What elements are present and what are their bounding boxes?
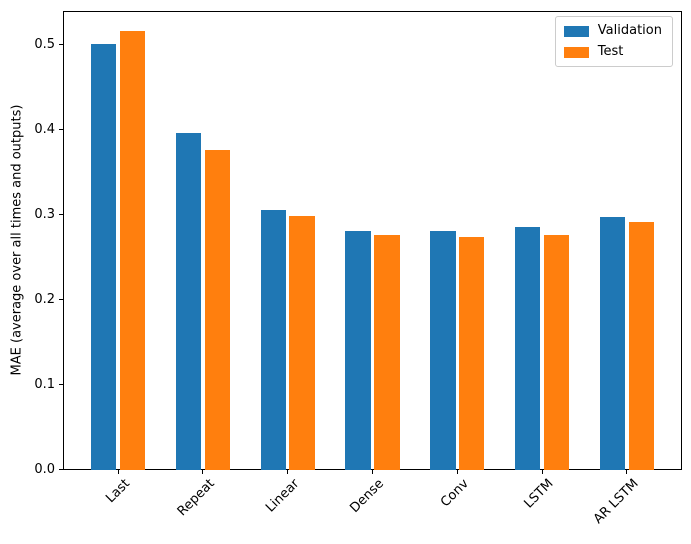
xtick-label-conv: Conv	[438, 476, 473, 511]
y-axis-label: MAE (average over all times and outputs)	[9, 104, 25, 376]
legend-entry-validation: Validation	[563, 23, 662, 39]
ytick-label-0.1: 0.1	[34, 377, 55, 392]
ytick-mark-0.5	[59, 44, 63, 45]
legend-label-test: Test	[597, 44, 624, 59]
bar-validation-dense	[345, 231, 371, 470]
bar-test-ar-lstm	[628, 221, 655, 470]
xtick-label-last: Last	[103, 476, 134, 507]
ytick-mark-0.2	[59, 299, 63, 300]
bar-validation-last	[90, 44, 117, 470]
ytick-label-0.4: 0.4	[34, 122, 55, 137]
plot-area	[63, 11, 682, 470]
bar-validation-linear	[260, 209, 286, 470]
xtick-mark-repeat	[202, 470, 204, 474]
bar-test-linear	[289, 215, 315, 470]
bar-test-repeat	[204, 149, 231, 470]
legend-label-validation: Validation	[597, 23, 662, 38]
ytick-label-0.3: 0.3	[34, 207, 55, 222]
xtick-mark-last	[117, 470, 119, 474]
xtick-label-ar-lstm: AR LSTM	[591, 476, 642, 528]
xtick-label-linear: Linear	[263, 476, 303, 516]
xtick-mark-linear	[287, 470, 289, 474]
ytick-label-0.0: 0.0	[34, 462, 55, 477]
xtick-mark-conv	[456, 470, 458, 474]
bar-validation-repeat	[175, 133, 202, 470]
ytick-mark-0.4	[59, 129, 63, 130]
xtick-mark-ar-lstm	[626, 470, 628, 474]
legend-entry-test: Test	[563, 44, 662, 60]
bar-test-dense	[374, 235, 400, 470]
ytick-label-0.2: 0.2	[34, 292, 55, 307]
ytick-mark-0.3	[59, 214, 63, 215]
legend: Validation Test	[554, 16, 673, 67]
xtick-label-lstm: LSTM	[521, 476, 557, 512]
ytick-mark-0.1	[59, 384, 63, 385]
xtick-label-repeat: Repeat	[174, 476, 218, 520]
ytick-mark-0.0	[59, 469, 63, 470]
bar-validation-lstm	[514, 226, 541, 470]
bar-validation-conv	[430, 231, 456, 470]
bar-test-conv	[458, 237, 485, 470]
legend-swatch-test	[563, 46, 589, 58]
bar-test-lstm	[543, 234, 570, 470]
bar-validation-ar-lstm	[599, 216, 626, 470]
xtick-mark-lstm	[541, 470, 543, 474]
legend-swatch-validation	[563, 25, 589, 37]
xtick-label-dense: Dense	[347, 476, 388, 516]
ytick-label-0.5: 0.5	[34, 37, 55, 52]
xtick-mark-dense	[372, 470, 373, 474]
bar-test-last	[119, 31, 146, 470]
